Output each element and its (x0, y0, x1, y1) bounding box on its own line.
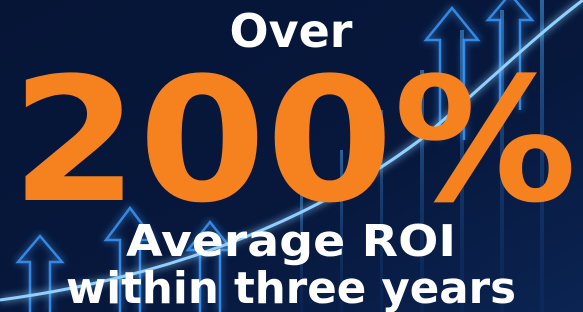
caption-line: within three years (66, 263, 516, 312)
caption-line: Average ROI (126, 216, 456, 267)
page: Over 200% Average ROI within three years… (0, 0, 583, 312)
banner: Over 200% Average ROI within three years (0, 0, 583, 312)
figure-text: 200% (11, 40, 577, 241)
